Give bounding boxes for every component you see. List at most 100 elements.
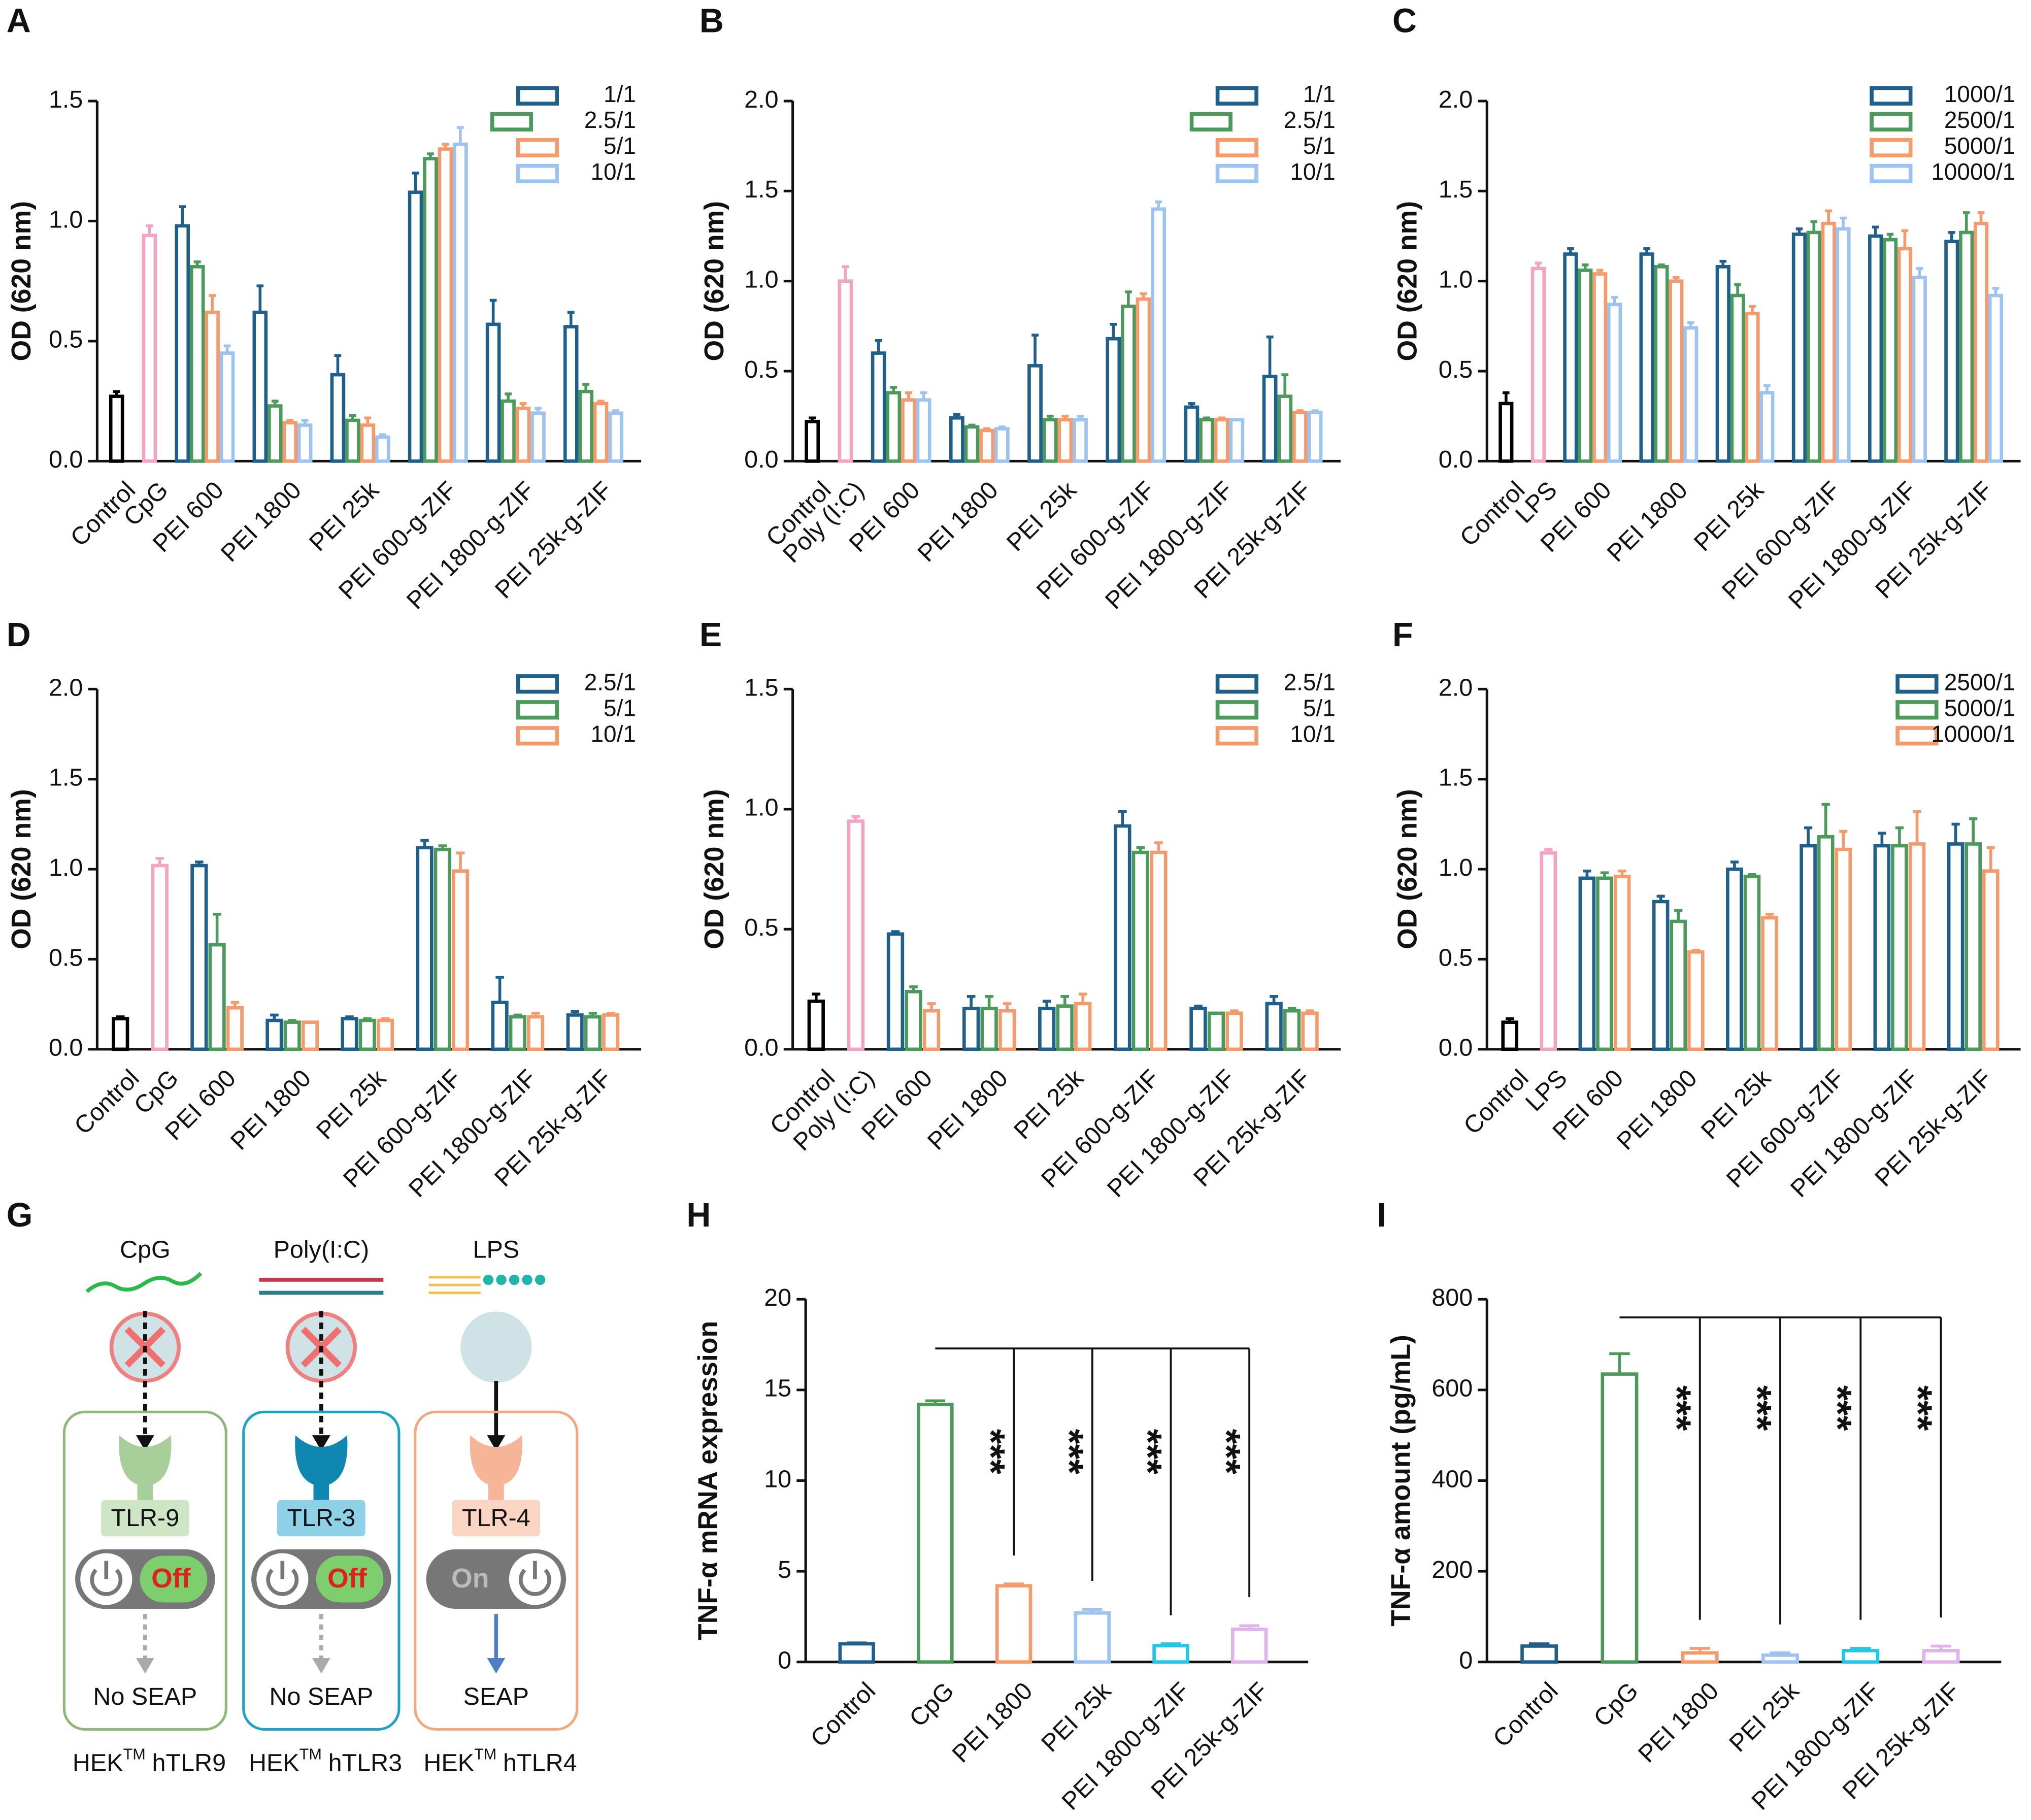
error-bar — [1188, 402, 1195, 407]
x-tick-label: PEI 1800-g-ZIF — [1783, 476, 1921, 614]
bar — [1057, 418, 1073, 463]
error-bar — [925, 1399, 946, 1405]
cell-line: HEKTM hTLR4 — [423, 1746, 577, 1777]
x-tick-label: Control — [1458, 1064, 1534, 1140]
y-tick-label: 2.0 — [1439, 86, 1473, 113]
receptor-box — [101, 1500, 189, 1537]
switch-label: On — [451, 1563, 489, 1594]
arrow-head — [487, 1435, 506, 1451]
error-bar — [230, 1001, 240, 1008]
error-bar — [1962, 211, 1970, 233]
error-bar — [1042, 1000, 1051, 1009]
y-tick-label: 15 — [764, 1375, 791, 1402]
significance: *** — [1126, 1429, 1169, 1475]
bar — [1947, 842, 1965, 1051]
bar — [805, 420, 820, 463]
bar — [1027, 364, 1043, 463]
x-tick-label: PEI 1800 — [1602, 476, 1693, 567]
bar — [886, 391, 902, 463]
bar — [189, 265, 205, 463]
cell-id: hTLR9 — [152, 1749, 226, 1776]
y-tick-label: 20 — [764, 1284, 791, 1311]
switch-on-half — [316, 1556, 384, 1603]
error-bar — [890, 386, 897, 393]
error-bar — [968, 423, 976, 427]
error-bar — [1643, 247, 1650, 254]
bar — [886, 932, 905, 1051]
y-tick-label: 800 — [1431, 1284, 1473, 1311]
cell-name: HEK — [249, 1749, 299, 1776]
bar — [807, 999, 825, 1051]
bar — [1596, 876, 1613, 1051]
error-bar — [146, 224, 153, 236]
y-tick-label: 1.0 — [1439, 266, 1473, 293]
cell-line: HEKTM hTLR3 — [249, 1746, 402, 1777]
bar — [847, 819, 865, 1051]
legend-label: 2.5/1 — [1284, 669, 1336, 695]
y-tick-label: 1.0 — [744, 794, 778, 821]
error-bar — [1582, 263, 1589, 271]
error-bar — [606, 1012, 615, 1015]
y-tick-label: 600 — [1431, 1375, 1473, 1402]
legend-swatch — [1870, 112, 1913, 131]
error-bar — [1270, 995, 1278, 1004]
error-bar — [213, 912, 221, 945]
bar — [1106, 337, 1121, 463]
bar — [208, 943, 226, 1051]
error-bar — [1951, 822, 1960, 844]
legend-swatch — [516, 674, 559, 694]
y-tick-label: 1.5 — [1439, 176, 1473, 203]
cell-name: HEK — [73, 1749, 123, 1776]
error-bar — [1795, 227, 1803, 235]
error-bar — [1110, 323, 1117, 339]
legend-label: 5/1 — [604, 694, 636, 721]
error-bar — [582, 383, 590, 392]
bar — [1151, 207, 1167, 463]
error-bar — [345, 1015, 354, 1019]
y-tick-label: 200 — [1431, 1556, 1473, 1583]
error-bar — [1060, 995, 1070, 1006]
significance: *** — [1205, 1429, 1248, 1475]
bar — [345, 418, 360, 463]
error-bar — [1930, 1644, 1951, 1651]
x-tick-label: PEI 1800-g-ZIF — [1102, 1064, 1240, 1202]
x-tick-label: PEI 1800-g-ZIF — [1785, 1064, 1923, 1202]
bar — [330, 373, 346, 463]
bar — [1301, 1011, 1319, 1051]
y-tick-label: 1.0 — [49, 206, 83, 233]
bar — [1791, 233, 1807, 463]
error-bar — [1239, 1624, 1259, 1630]
ligand-label: CpG — [120, 1236, 171, 1264]
panel-label: D — [7, 616, 31, 654]
error-bar — [179, 205, 186, 226]
y-tick-label: 0.5 — [1439, 944, 1473, 971]
bar — [1944, 240, 1959, 463]
error-bar — [531, 1012, 540, 1017]
bar — [527, 1015, 545, 1051]
error-bar — [1901, 229, 1909, 249]
bar — [423, 157, 438, 463]
error-bar — [1609, 1352, 1630, 1374]
y-tick-label: 0.0 — [744, 446, 778, 473]
bar — [1207, 1011, 1225, 1051]
bar — [917, 1403, 954, 1664]
panel-label: C — [1392, 2, 1417, 40]
error-bar — [301, 419, 309, 425]
y-tick-label: 1.5 — [49, 86, 83, 113]
legend-swatch — [516, 726, 559, 746]
y-tick-label: 5 — [778, 1556, 791, 1583]
legend-swatch — [1215, 674, 1258, 694]
output-label: No SEAP — [93, 1683, 197, 1710]
error-bar — [1311, 409, 1319, 413]
y-tick-label: 1.5 — [49, 764, 83, 791]
ligand-icon — [496, 1274, 507, 1285]
panel-label: E — [700, 616, 722, 654]
error-bar — [1765, 912, 1774, 918]
bar — [190, 864, 208, 1051]
bar — [1743, 874, 1761, 1051]
error-bar — [1977, 211, 1985, 224]
bar — [1806, 230, 1821, 463]
bar — [1184, 405, 1200, 463]
bar — [434, 847, 451, 1051]
